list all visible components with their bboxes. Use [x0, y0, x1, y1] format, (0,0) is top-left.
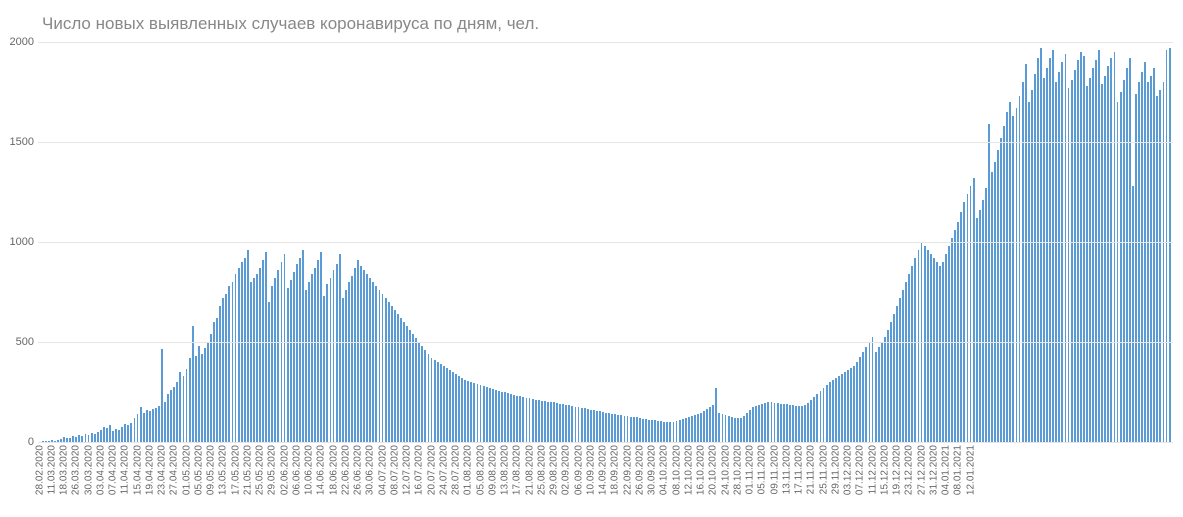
y-tick-label: 500: [4, 336, 34, 348]
gridline: [38, 242, 1173, 243]
y-tick-label: 2000: [4, 36, 34, 48]
y-tick-label: 1500: [4, 136, 34, 148]
y-tick-label: 1000: [4, 236, 34, 248]
plot-area: 0500100015002000: [38, 42, 1173, 442]
gridline: [38, 142, 1173, 143]
bar: [1169, 48, 1171, 442]
x-labels: 28.02.202011.03.202018.03.202026.03.2020…: [38, 445, 1173, 517]
x-label-slot: [1168, 445, 1171, 517]
y-tick-label: 0: [4, 436, 34, 448]
gridline: [38, 342, 1173, 343]
chart-container: Число новых выявленных случаев коронавир…: [0, 0, 1183, 517]
x-axis: 28.02.202011.03.202018.03.202026.03.2020…: [38, 442, 1173, 517]
gridline: [38, 42, 1173, 43]
chart-title: Число новых выявленных случаев коронавир…: [42, 14, 1173, 34]
